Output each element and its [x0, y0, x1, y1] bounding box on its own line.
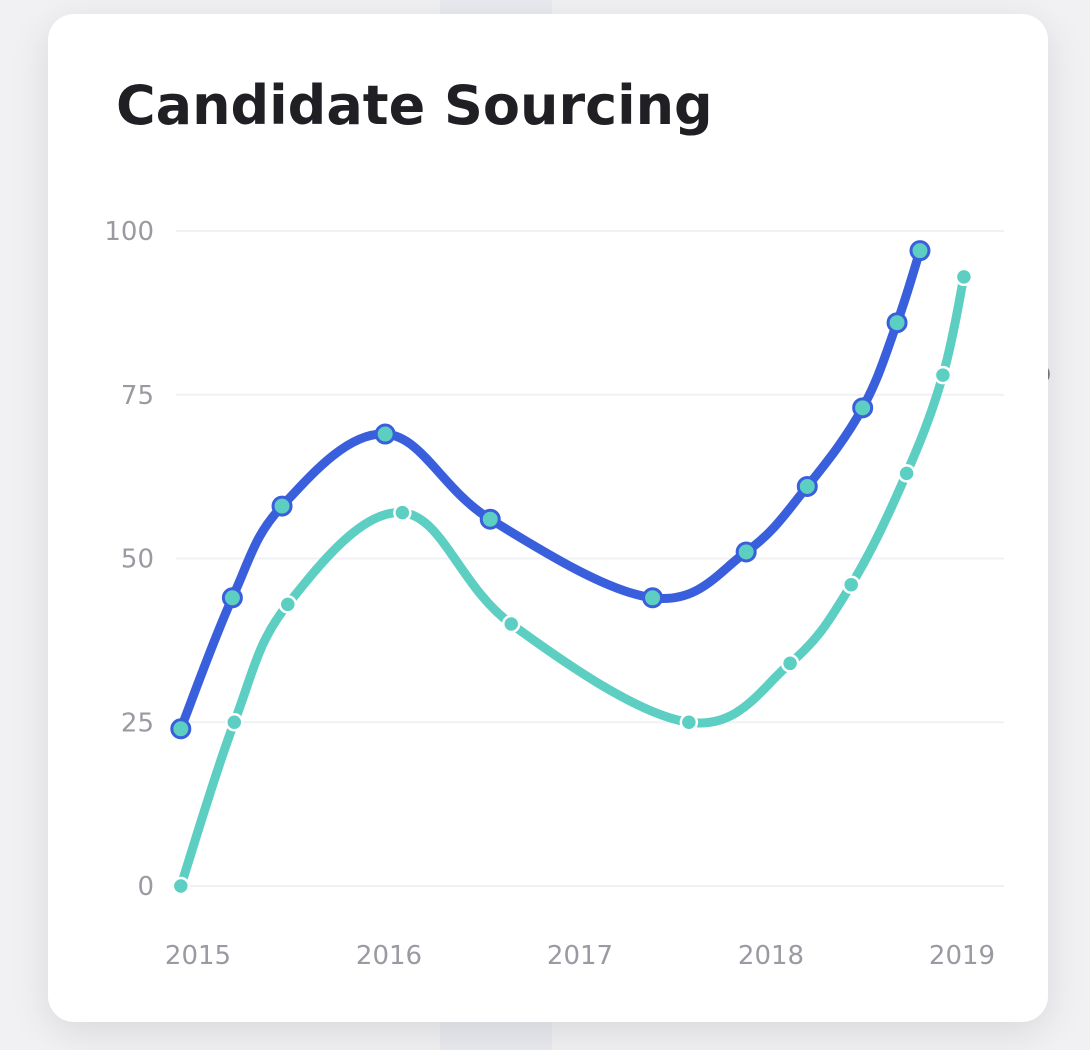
data-point-series-1 — [933, 365, 953, 385]
data-point-series-1 — [225, 713, 244, 732]
data-point-series-0 — [221, 587, 243, 609]
data-point-series-0 — [374, 423, 396, 445]
data-point-series-0 — [170, 718, 192, 740]
data-point-series-0 — [852, 397, 874, 419]
data-point-series-1 — [679, 713, 699, 732]
data-point-series-1 — [501, 614, 521, 634]
chart-title: Candidate Sourcing — [116, 74, 713, 137]
y-tick-label: 75 — [121, 381, 154, 411]
data-point-series-0 — [735, 541, 757, 563]
data-point-series-1 — [171, 876, 191, 896]
x-tick-label: 2015 — [165, 941, 231, 971]
x-tick-label: 2018 — [738, 941, 804, 971]
x-tick-label: 2016 — [356, 941, 422, 971]
data-point-series-1 — [278, 595, 298, 614]
data-point-series-0 — [886, 312, 908, 334]
y-tick-label: 100 — [104, 217, 154, 247]
x-tick-label: 2019 — [929, 941, 995, 971]
data-point-series-1 — [393, 503, 412, 522]
data-point-series-0 — [909, 240, 931, 262]
y-tick-label: 50 — [121, 545, 154, 575]
data-point-series-0 — [479, 508, 501, 530]
chart-card: Candidate Sourcing 0 25 50 75 100 2015 2016 201… — [48, 14, 1048, 1022]
data-point-series-0 — [642, 587, 664, 609]
line-chart: 0 25 50 75 100 2015 2016 2017 2018 2019 — [104, 217, 1004, 971]
data-point-series-1 — [954, 267, 974, 287]
data-point-series-1 — [897, 464, 916, 483]
y-tick-label: 0 — [137, 872, 154, 902]
data-point-series-1 — [780, 654, 800, 673]
data-point-series-1 — [841, 575, 861, 594]
data-point-series-0 — [271, 495, 293, 517]
data-point-series-0 — [796, 475, 818, 497]
y-tick-label: 25 — [121, 708, 154, 738]
x-tick-label: 2017 — [547, 941, 613, 971]
